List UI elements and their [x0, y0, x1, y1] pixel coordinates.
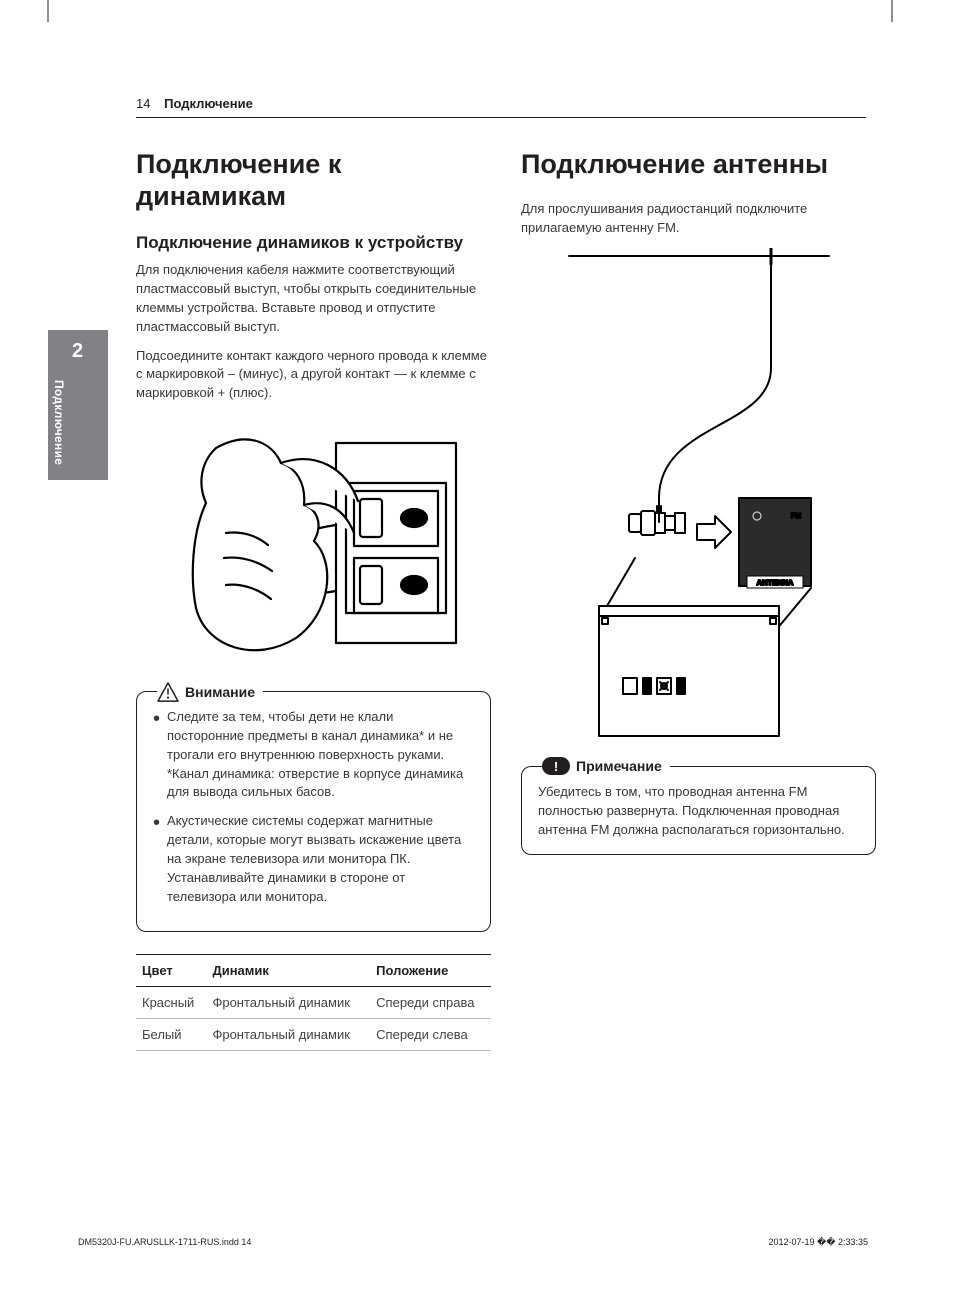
- left-p2: Подсоедините контакт каждого черного про…: [136, 347, 491, 404]
- right-h1: Подключение антенны: [521, 148, 876, 180]
- page-header: 14 Подключение: [136, 96, 866, 118]
- th-color: Цвет: [136, 954, 206, 986]
- caution-item: Следите за тем, чтобы дети не клали пост…: [153, 708, 474, 802]
- page-number: 14: [136, 96, 150, 111]
- footer-right: 2012-07-19 �� 2:33:35: [768, 1237, 868, 1248]
- chapter-number: 2: [72, 340, 83, 363]
- right-column: Подключение антенны Для прослушивания ра…: [521, 148, 876, 1051]
- left-p1: Для подключения кабеля нажмите соответст…: [136, 261, 491, 336]
- speaker-connection-figure: [186, 413, 466, 673]
- chapter-side-tab: 2 Подключение: [48, 330, 108, 480]
- caution-title: Внимание: [185, 684, 255, 700]
- caution-list: Следите за тем, чтобы дети не клали пост…: [153, 708, 474, 906]
- page-footer: DM5320J-FU.ARUSLLK-1711-RUS.indd 14 2012…: [48, 1237, 898, 1248]
- th-position: Положение: [370, 954, 491, 986]
- footer-left: DM5320J-FU.ARUSLLK-1711-RUS.indd 14: [78, 1237, 251, 1248]
- table-row: Белый Фронтальный динамик Спереди слева: [136, 1018, 491, 1050]
- note-callout: ! Примечание Убедитесь в том, что провод…: [521, 766, 876, 855]
- fm-label-text: FM: [791, 513, 801, 520]
- note-title: Примечание: [576, 758, 662, 774]
- caution-callout: Внимание Следите за тем, чтобы дети не к…: [136, 691, 491, 931]
- right-p1: Для прослушивания радиостанций подключит…: [521, 200, 876, 238]
- speaker-table: Цвет Динамик Положение Красный Фронтальн…: [136, 954, 491, 1051]
- left-column: Подключение к динамикам Подключение дина…: [136, 148, 491, 1051]
- th-speaker: Динамик: [206, 954, 370, 986]
- table-row: Красный Фронтальный динамик Спереди спра…: [136, 986, 491, 1018]
- note-legend: ! Примечание: [542, 757, 670, 775]
- content-area: Подключение к динамикам Подключение дина…: [136, 148, 881, 1051]
- antenna-figure: FM ANTENNA: [539, 248, 859, 748]
- caution-item: Акустические системы содержат магнитные …: [153, 812, 474, 906]
- warning-triangle-icon: [157, 682, 179, 702]
- page: 14 Подключение 2 Подключение Подключение…: [48, 8, 898, 1268]
- note-icon: !: [542, 757, 570, 775]
- page-section-title: Подключение: [164, 96, 253, 111]
- left-h2: Подключение динамиков к устройству: [136, 233, 491, 253]
- chapter-label: Подключение: [52, 380, 66, 520]
- left-h1: Подключение к динамикам: [136, 148, 491, 213]
- caution-legend: Внимание: [157, 682, 263, 702]
- note-body: Убедитесь в том, что проводная антенна F…: [538, 783, 859, 840]
- antenna-label-text: ANTENNA: [756, 578, 793, 587]
